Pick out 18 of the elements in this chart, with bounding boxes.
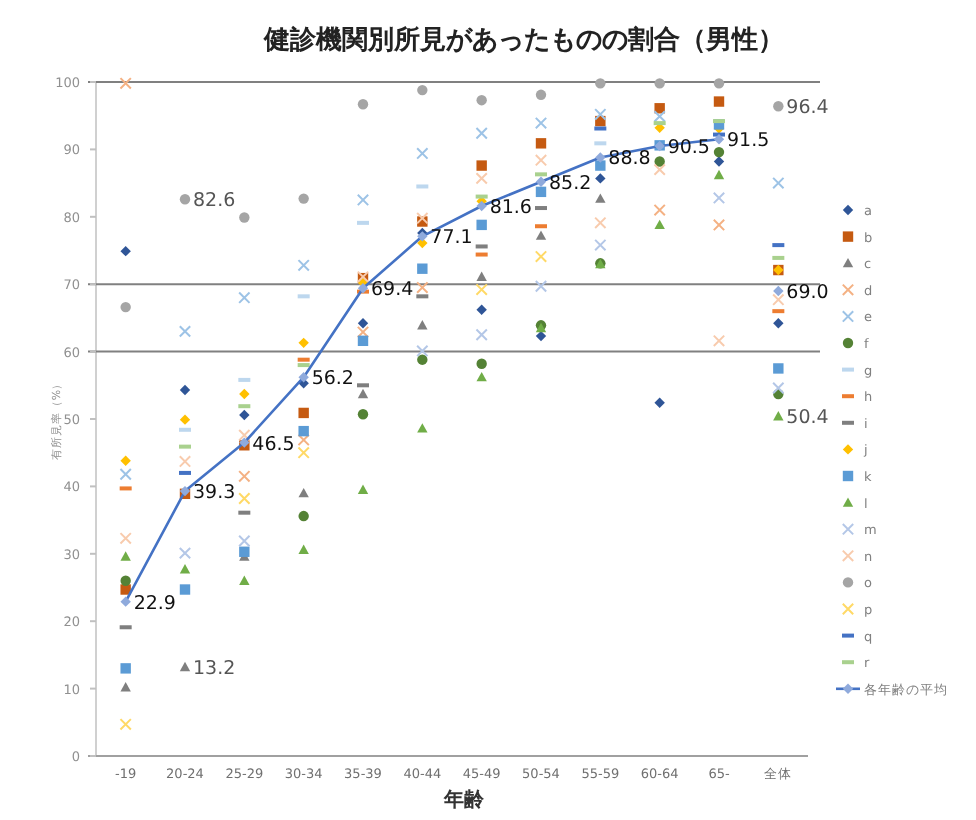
data-label: 91.5 — [727, 130, 770, 153]
data-label: 46.5 — [252, 433, 295, 456]
data-label: 81.6 — [489, 197, 532, 220]
chart-title: 健診機関別所見があったものの割合（男性） — [262, 24, 784, 56]
data-label: 88.8 — [608, 148, 651, 171]
data-label: 69.0 — [786, 281, 829, 304]
data-label: 82.6 — [193, 190, 236, 213]
data-label: 69.4 — [371, 279, 414, 302]
data-label: 85.2 — [549, 172, 592, 195]
data-label: 77.1 — [430, 227, 473, 250]
data-label: 90.5 — [667, 137, 710, 160]
data-label: 56.2 — [311, 368, 354, 391]
data-label: 50.4 — [786, 407, 829, 430]
data-label: 39.3 — [193, 482, 236, 505]
data-label: 22.9 — [133, 592, 176, 615]
data-label: 96.4 — [786, 97, 829, 120]
x-axis-title: 年齢 — [442, 788, 486, 812]
data-label: 13.2 — [193, 658, 236, 681]
